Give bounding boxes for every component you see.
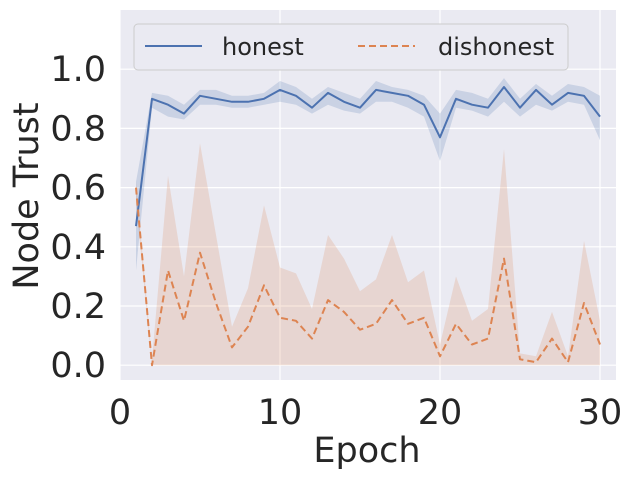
y-tick-label: 0.6 (50, 169, 106, 209)
x-axis-title: Epoch (313, 431, 420, 471)
series-lines (135, 86, 601, 367)
y-tick-label: 1.0 (50, 50, 106, 90)
y-tick-label: 0.4 (50, 228, 106, 268)
series-line-honest (135, 86, 601, 227)
y-tick-label: 0.0 (50, 346, 106, 386)
plot-background (120, 10, 616, 380)
band-dishonest (136, 143, 600, 366)
band-honest (136, 78, 600, 271)
x-tick-labels: 0 10 20 30 (109, 393, 622, 433)
series-line-dishonest (135, 187, 601, 367)
x-tick-label: 30 (578, 393, 623, 433)
y-axis-title: Node Trust (7, 102, 47, 289)
legend-label-honest: honest (222, 33, 304, 61)
confidence-bands (136, 78, 600, 366)
legend-box (133, 23, 569, 71)
y-tick-label: 0.2 (50, 287, 106, 327)
y-tick-label: 0.8 (50, 109, 106, 149)
legend-label-dishonest: dishonest (438, 33, 554, 61)
x-tick-label: 0 (109, 393, 131, 433)
y-tick-labels: 0.0 0.2 0.4 0.6 0.8 1.0 (50, 50, 106, 386)
x-tick-label: 10 (258, 393, 303, 433)
legend: honest dishonest (133, 23, 569, 71)
x-tick-label: 20 (418, 393, 463, 433)
